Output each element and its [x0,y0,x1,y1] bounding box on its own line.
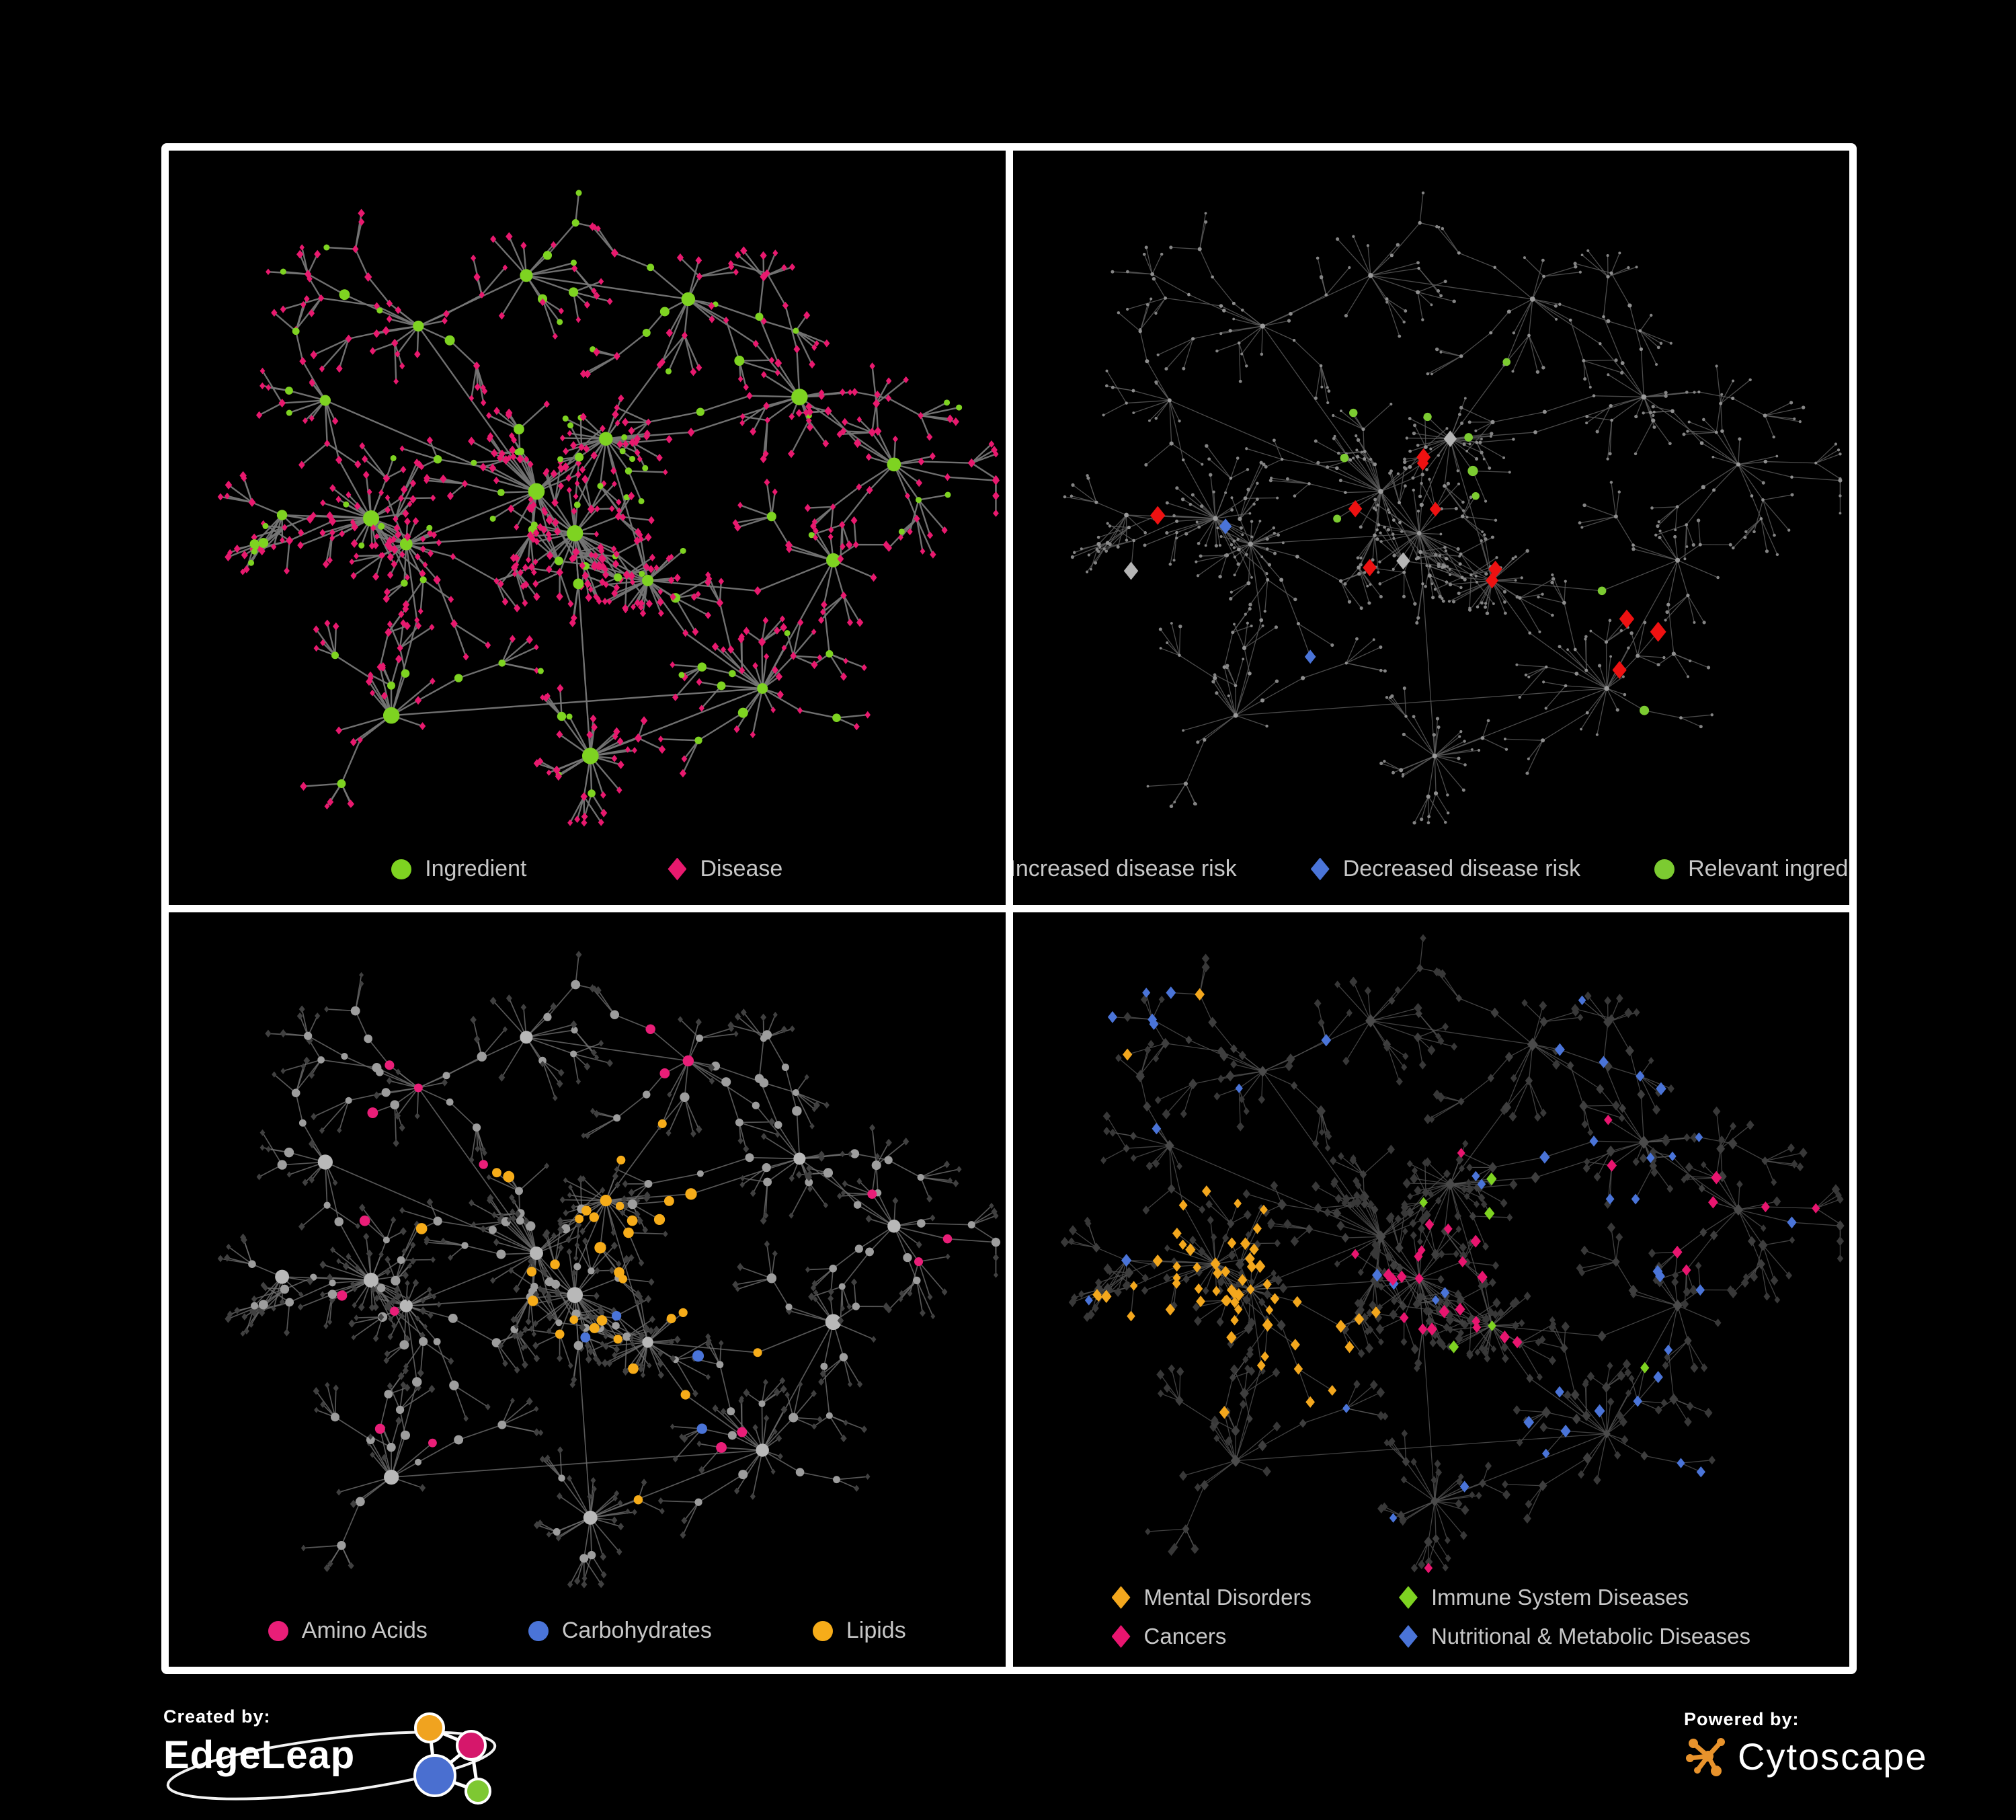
legend-item: Cancers [1111,1624,1312,1649]
ingredient-disease-network-graph [217,190,1000,827]
legend-circle-marker [812,1620,833,1641]
legend-label: Amino Acids [301,1618,428,1643]
legend-diamond-marker [1310,857,1330,881]
legend-label: Nutritional & Metabolic Diseases [1430,1624,1750,1649]
legend-label: Relevant ingredient [1688,856,1849,881]
legend-diamond-marker [1111,1586,1131,1609]
cytoscape-logo-icon [1686,1738,1725,1776]
edgeleap-logo-nodes [413,1712,491,1805]
panel-nutrient-classes: Amino Acids Carbohydrates Lipids [169,912,1006,1667]
legend-label: Ingredient [425,856,527,881]
legend-item: Nutritional & Metabolic Diseases [1398,1624,1750,1649]
legend-ingredient-disease: Ingredient Disease [169,856,1006,882]
panel-disease-risk: Increased disease risk Decreased disease … [1012,151,1850,905]
legend-label: Cancers [1143,1624,1227,1649]
disease-risk-network-graph [1063,191,1842,825]
legend-disease-risk: Increased disease risk Decreased disease … [1013,856,1850,882]
legend-item: Decreased disease risk [1310,856,1581,882]
nutrient-classes-network-graph [217,951,1001,1589]
legend-item: Carbohydrates [528,1618,712,1644]
legend-label: Disease [700,856,783,881]
panel-ingredient-disease: Ingredient Disease [169,151,1006,905]
powered-by-label: Powered by: [1684,1709,1800,1729]
legend-circle-marker [1654,859,1675,879]
legend-item: Ingredient [391,856,526,882]
legend-label: Immune System Diseases [1430,1585,1689,1610]
legend-circle-marker [528,1620,549,1641]
legend-item: Relevant ingredient [1654,856,1849,882]
created-by-branding: Created by: EdgeLeap [163,1706,497,1805]
legend-item: Lipids [812,1618,906,1644]
legend-nutrient-classes: Amino Acids Carbohydrates Lipids [169,1618,1006,1644]
cytoscape-wordmark: Cytoscape [1738,1735,1928,1778]
legend-item: Amino Acids [268,1618,428,1644]
legend-diamond-marker [1398,1586,1418,1609]
panel-disease-classes: Mental Disorders Immune System Diseases Ca… [1012,912,1850,1667]
disease-classes-network-graph [1060,934,1845,1574]
legend-disease-classes: Mental Disorders Immune System Diseases Ca… [1013,1585,1850,1649]
legend-label: Mental Disorders [1143,1585,1312,1610]
legend-diamond-marker [1398,1625,1418,1648]
legend-label: Increased disease risk [1012,856,1237,881]
legend-label: Lipids [846,1618,906,1643]
legend-item: Immune System Diseases [1398,1585,1750,1610]
legend-item: Disease [668,856,782,882]
legend-circle-marker [391,859,412,879]
network-panels-grid: Ingredient Disease Increased disease risk… [161,143,1857,1674]
legend-label: Decreased disease risk [1342,856,1581,881]
created-by-label: Created by: [163,1706,271,1727]
legend-diamond-marker [668,857,687,881]
powered-by-branding: Powered by: Cytosc [1684,1709,1928,1778]
legend-circle-marker [268,1620,288,1641]
legend-label: Carbohydrates [561,1618,712,1643]
legend-diamond-marker [1111,1625,1131,1648]
legend-item: Increased disease risk [1013,856,1237,882]
legend-item: Mental Disorders [1111,1585,1312,1610]
edgeleap-wordmark: EdgeLeap [163,1733,356,1777]
